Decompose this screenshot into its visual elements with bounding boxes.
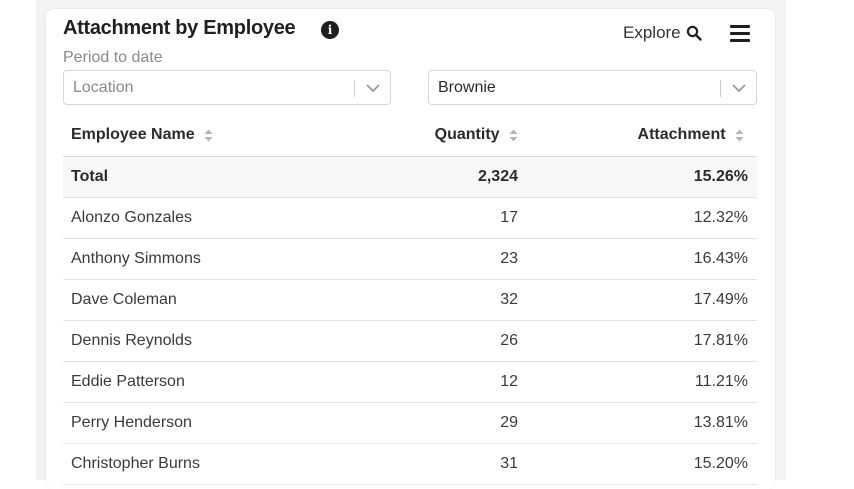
- chevron-down-icon: [366, 84, 380, 93]
- product-filter-select[interactable]: Brownie: [428, 70, 757, 105]
- quantity-cell: 17: [363, 197, 518, 239]
- employee-name-cell: Dave Coleman: [63, 279, 363, 321]
- attachment-by-employee-widget: Attachment by Employee i Period to date …: [46, 9, 775, 489]
- column-header-label: Employee Name: [71, 126, 195, 144]
- attachment-cell: 16.43%: [518, 238, 757, 280]
- quantity-cell: 12: [363, 361, 518, 403]
- table-row: Dennis Reynolds 26 17.81%: [63, 320, 757, 362]
- attachment-cell: 12.32%: [518, 197, 757, 239]
- employee-name-cell: Christopher Burns: [63, 443, 363, 485]
- column-header-label: Attachment: [637, 126, 726, 144]
- total-row: Total 2,324 15.26%: [63, 156, 757, 198]
- attachment-cell: 17.49%: [518, 279, 757, 321]
- column-header-attachment[interactable]: Attachment: [518, 115, 757, 157]
- widget-title: Attachment by Employee: [63, 17, 296, 39]
- employee-name-cell: Eddie Patterson: [63, 361, 363, 403]
- column-header-quantity[interactable]: Quantity: [363, 115, 518, 157]
- employee-name-cell: Anthony Simmons: [63, 238, 363, 280]
- attachment-cell: 13.81%: [518, 402, 757, 444]
- attachment-cell: 15.20%: [518, 443, 757, 485]
- table-row: Dave Coleman 32 17.49%: [63, 279, 757, 321]
- chevron-down-icon: [732, 84, 746, 93]
- attachment-cell: 11.21%: [518, 361, 757, 403]
- sort-icon: [204, 129, 213, 142]
- location-filter-placeholder: Location: [73, 79, 134, 96]
- column-header-label: Quantity: [434, 126, 500, 144]
- widget-subtitle: Period to date: [63, 49, 163, 66]
- sort-icon: [509, 129, 518, 142]
- quantity-cell: 32: [363, 279, 518, 321]
- total-label: Total: [63, 156, 363, 198]
- table-header-row: Employee Name Quantity Attachment: [63, 115, 757, 157]
- table-row: Perry Henderson 29 13.81%: [63, 402, 757, 444]
- search-icon: [686, 25, 702, 41]
- column-header-employee-name[interactable]: Employee Name: [63, 115, 363, 157]
- location-filter-select[interactable]: Location: [63, 70, 391, 105]
- table-row: Eddie Patterson 12 11.21%: [63, 361, 757, 403]
- table-row: Christopher Burns 31 15.20%: [63, 443, 757, 485]
- total-attachment: 15.26%: [518, 156, 757, 198]
- product-filter-value: Brownie: [438, 79, 496, 96]
- sort-icon: [735, 129, 744, 142]
- hamburger-menu-icon[interactable]: [730, 25, 750, 42]
- info-icon[interactable]: i: [321, 21, 339, 39]
- select-separator: [720, 80, 721, 97]
- employee-name-cell: Alonzo Gonzales: [63, 197, 363, 239]
- quantity-cell: 23: [363, 238, 518, 280]
- quantity-cell: 26: [363, 320, 518, 362]
- quantity-cell: 31: [363, 443, 518, 485]
- attachment-cell: 17.81%: [518, 320, 757, 362]
- employee-name-cell: Perry Henderson: [63, 402, 363, 444]
- explore-button[interactable]: Explore: [623, 23, 702, 43]
- employee-name-cell: Dennis Reynolds: [63, 320, 363, 362]
- select-separator: [354, 80, 355, 97]
- employee-attachment-table: Employee Name Quantity Attachment: [63, 115, 757, 485]
- table-row: Anthony Simmons 23 16.43%: [63, 238, 757, 280]
- quantity-cell: 29: [363, 402, 518, 444]
- explore-label: Explore: [623, 23, 681, 42]
- total-quantity: 2,324: [363, 156, 518, 198]
- table-row: Alonzo Gonzales 17 12.32%: [63, 197, 757, 239]
